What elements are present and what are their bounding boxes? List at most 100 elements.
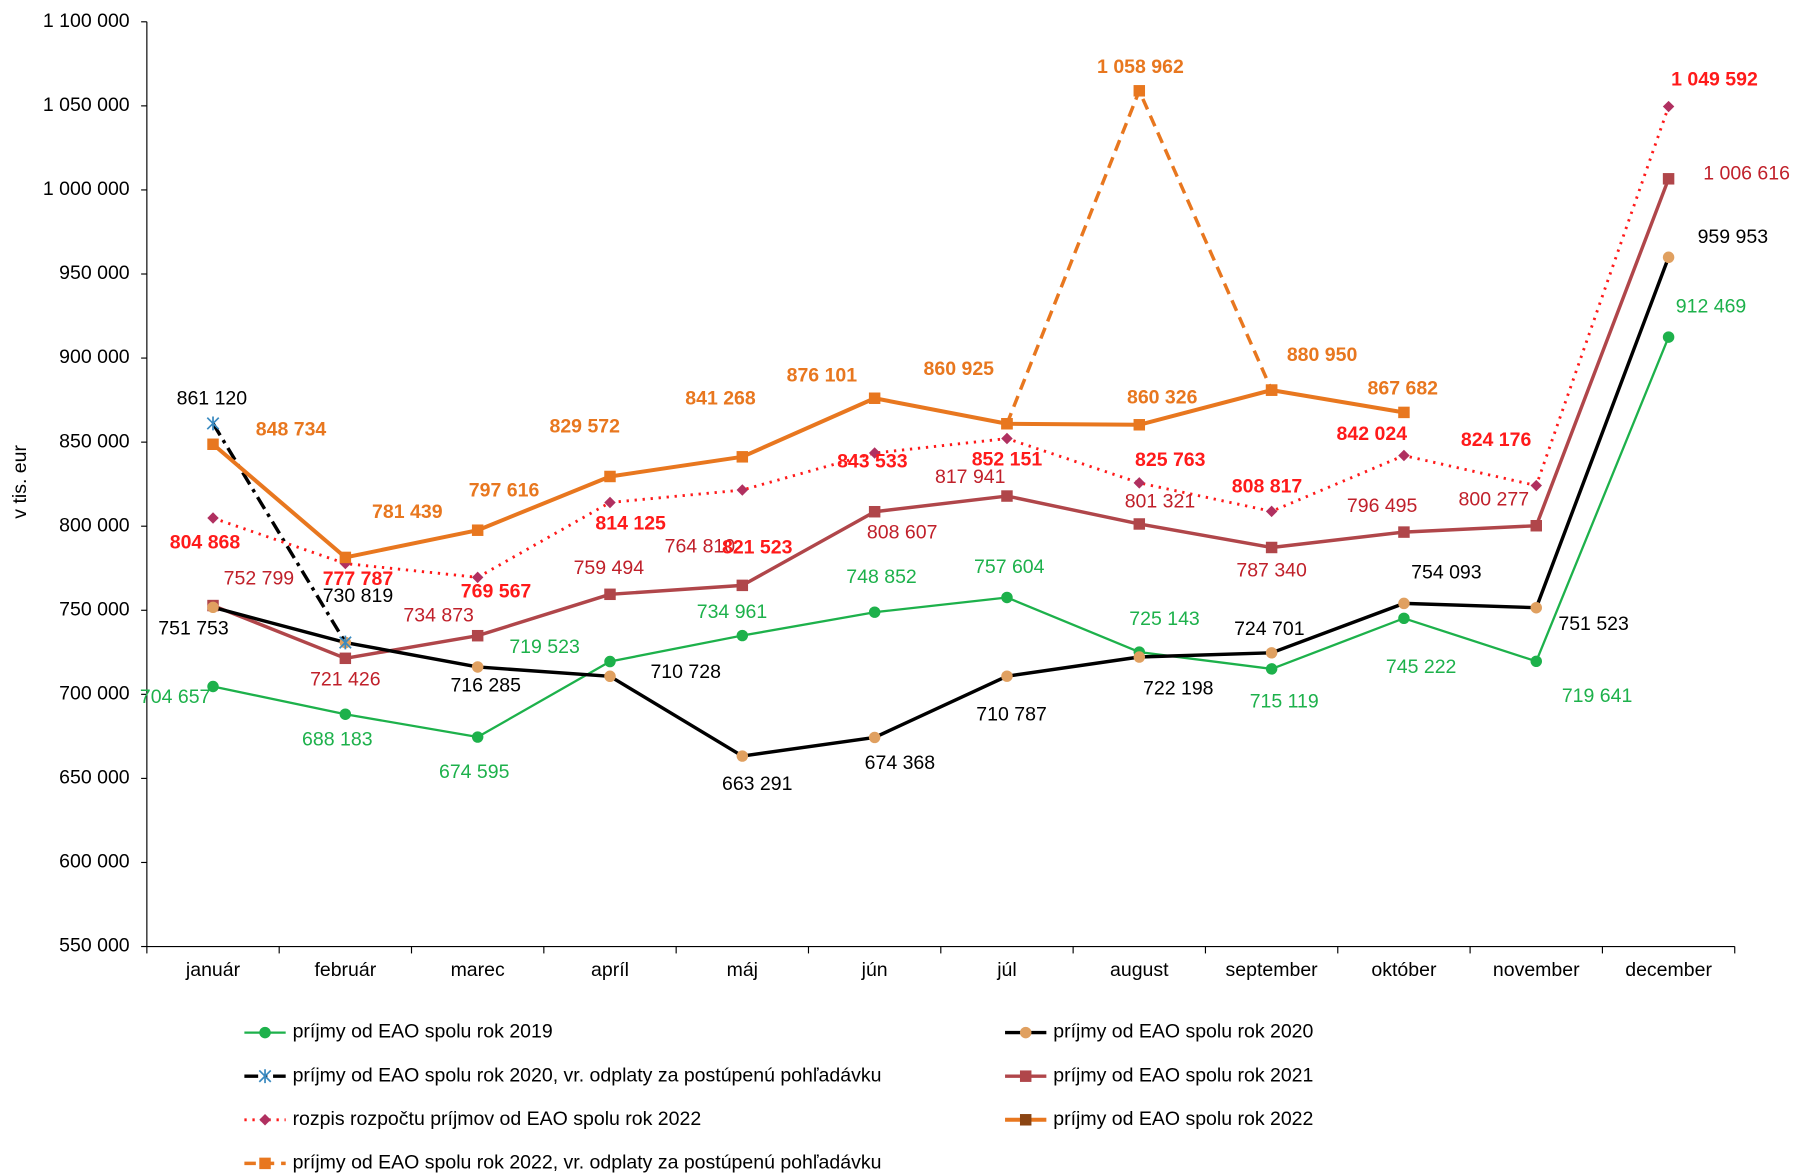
data-label: 752 799 [224, 567, 295, 589]
data-point [1662, 331, 1675, 343]
data-point [339, 551, 352, 564]
legend-label: príjmy od EAO spolu rok 2020, vr. odplat… [293, 1064, 882, 1086]
data-point [1133, 518, 1146, 530]
data-point [1398, 612, 1410, 625]
legend-label: príjmy od EAO spolu rok 2020 [1053, 1021, 1313, 1043]
data-label: 841 268 [685, 388, 756, 410]
data-point [339, 652, 352, 665]
data-label: 751 523 [1558, 613, 1629, 635]
data-label: 800 277 [1459, 489, 1530, 511]
data-label: 734 961 [697, 601, 767, 623]
data-point [339, 708, 352, 720]
legend-label: rozpis rozpočtu príjmov od EAO spolu rok… [293, 1108, 702, 1130]
legend-marker [259, 1114, 271, 1126]
data-point [604, 470, 616, 483]
series-line [212, 106, 1670, 579]
data-label: 724 701 [1234, 618, 1305, 640]
data-point [1001, 591, 1013, 604]
data-point [604, 496, 616, 509]
data-label: 880 950 [1287, 344, 1358, 366]
x-tick-label: apríl [591, 959, 629, 981]
data-point [736, 484, 749, 496]
data-label: 1 049 592 [1671, 68, 1758, 90]
data-label: 860 326 [1127, 387, 1198, 409]
data-label: 860 925 [924, 358, 995, 380]
data-point [1662, 100, 1675, 113]
data-point [1265, 505, 1278, 518]
data-point [1662, 173, 1675, 185]
data-label: 842 024 [1337, 423, 1408, 445]
x-tick-label: december [1625, 959, 1712, 981]
data-label: 808 817 [1232, 475, 1303, 497]
legend-marker [259, 1157, 271, 1170]
y-axis-label: v tis. eur [9, 445, 31, 519]
data-label: 719 523 [509, 636, 579, 658]
y-tick-label: 900 000 [59, 346, 130, 368]
data-point [1265, 541, 1278, 554]
series-line [212, 336, 1670, 739]
series-line [212, 256, 1671, 758]
data-label: 959 953 [1698, 226, 1769, 248]
data-point [604, 588, 616, 601]
data-label: 817 941 [935, 466, 1006, 488]
data-point [1530, 479, 1542, 492]
data-point [207, 680, 219, 693]
data-point [604, 670, 616, 683]
data-point [207, 438, 219, 450]
data-label: 674 368 [865, 752, 936, 774]
data-point [1265, 647, 1278, 659]
data-label: 861 120 [177, 388, 248, 410]
data-label: 734 873 [403, 604, 474, 626]
data-point [1001, 490, 1013, 502]
data-point [1133, 419, 1146, 431]
data-label: 1 006 616 [1703, 162, 1790, 184]
data-point [207, 512, 219, 524]
data-label: 757 604 [974, 556, 1045, 578]
data-label: 688 183 [302, 729, 373, 751]
data-point [1662, 251, 1675, 264]
data-point [471, 571, 484, 584]
legend-label: príjmy od EAO spolu rok 2021 [1053, 1064, 1313, 1086]
data-label: 764 810 [665, 536, 736, 558]
legend-marker [1019, 1070, 1032, 1082]
data-label: 867 682 [1368, 378, 1439, 400]
data-point [736, 579, 749, 592]
y-tick-label: 950 000 [59, 262, 130, 284]
y-tick-label: 1 000 000 [43, 178, 130, 200]
data-point [207, 601, 219, 614]
data-label: 829 572 [550, 415, 621, 437]
data-point [471, 629, 484, 642]
data-label: 759 494 [574, 557, 645, 579]
data-point [736, 451, 749, 463]
data-point [868, 505, 881, 518]
data-label: 848 734 [256, 419, 327, 441]
data-label: 1 058 962 [1097, 56, 1184, 78]
data-point [736, 629, 749, 642]
data-label: 722 198 [1143, 677, 1214, 699]
series-line [212, 178, 1671, 661]
legend-label: príjmy od EAO spolu rok 2022, vr. odplat… [293, 1152, 882, 1174]
data-point [206, 416, 220, 431]
y-tick-label: 550 000 [59, 935, 130, 957]
data-point [868, 606, 881, 618]
legend-marker [1019, 1026, 1032, 1039]
data-label: 777 787 [323, 568, 394, 590]
data-label: 663 291 [722, 773, 793, 795]
series-line [211, 388, 1405, 560]
y-tick-label: 800 000 [59, 514, 130, 536]
data-label: 716 285 [450, 675, 521, 697]
data-point [1530, 519, 1542, 532]
data-label: 797 616 [469, 479, 540, 501]
data-point [1530, 601, 1542, 614]
y-tick-label: 850 000 [59, 430, 130, 452]
data-label: 808 607 [867, 522, 938, 544]
data-point [1133, 651, 1146, 663]
data-label: 843 533 [837, 450, 908, 472]
x-tick-label: júl [996, 959, 1017, 981]
y-tick-label: 650 000 [59, 767, 130, 789]
y-tick-label: 600 000 [59, 851, 130, 873]
y-tick-label: 1 050 000 [43, 94, 130, 116]
x-tick-label: jún [861, 959, 888, 981]
data-label: 730 819 [323, 585, 394, 607]
data-label: 748 852 [846, 566, 917, 588]
